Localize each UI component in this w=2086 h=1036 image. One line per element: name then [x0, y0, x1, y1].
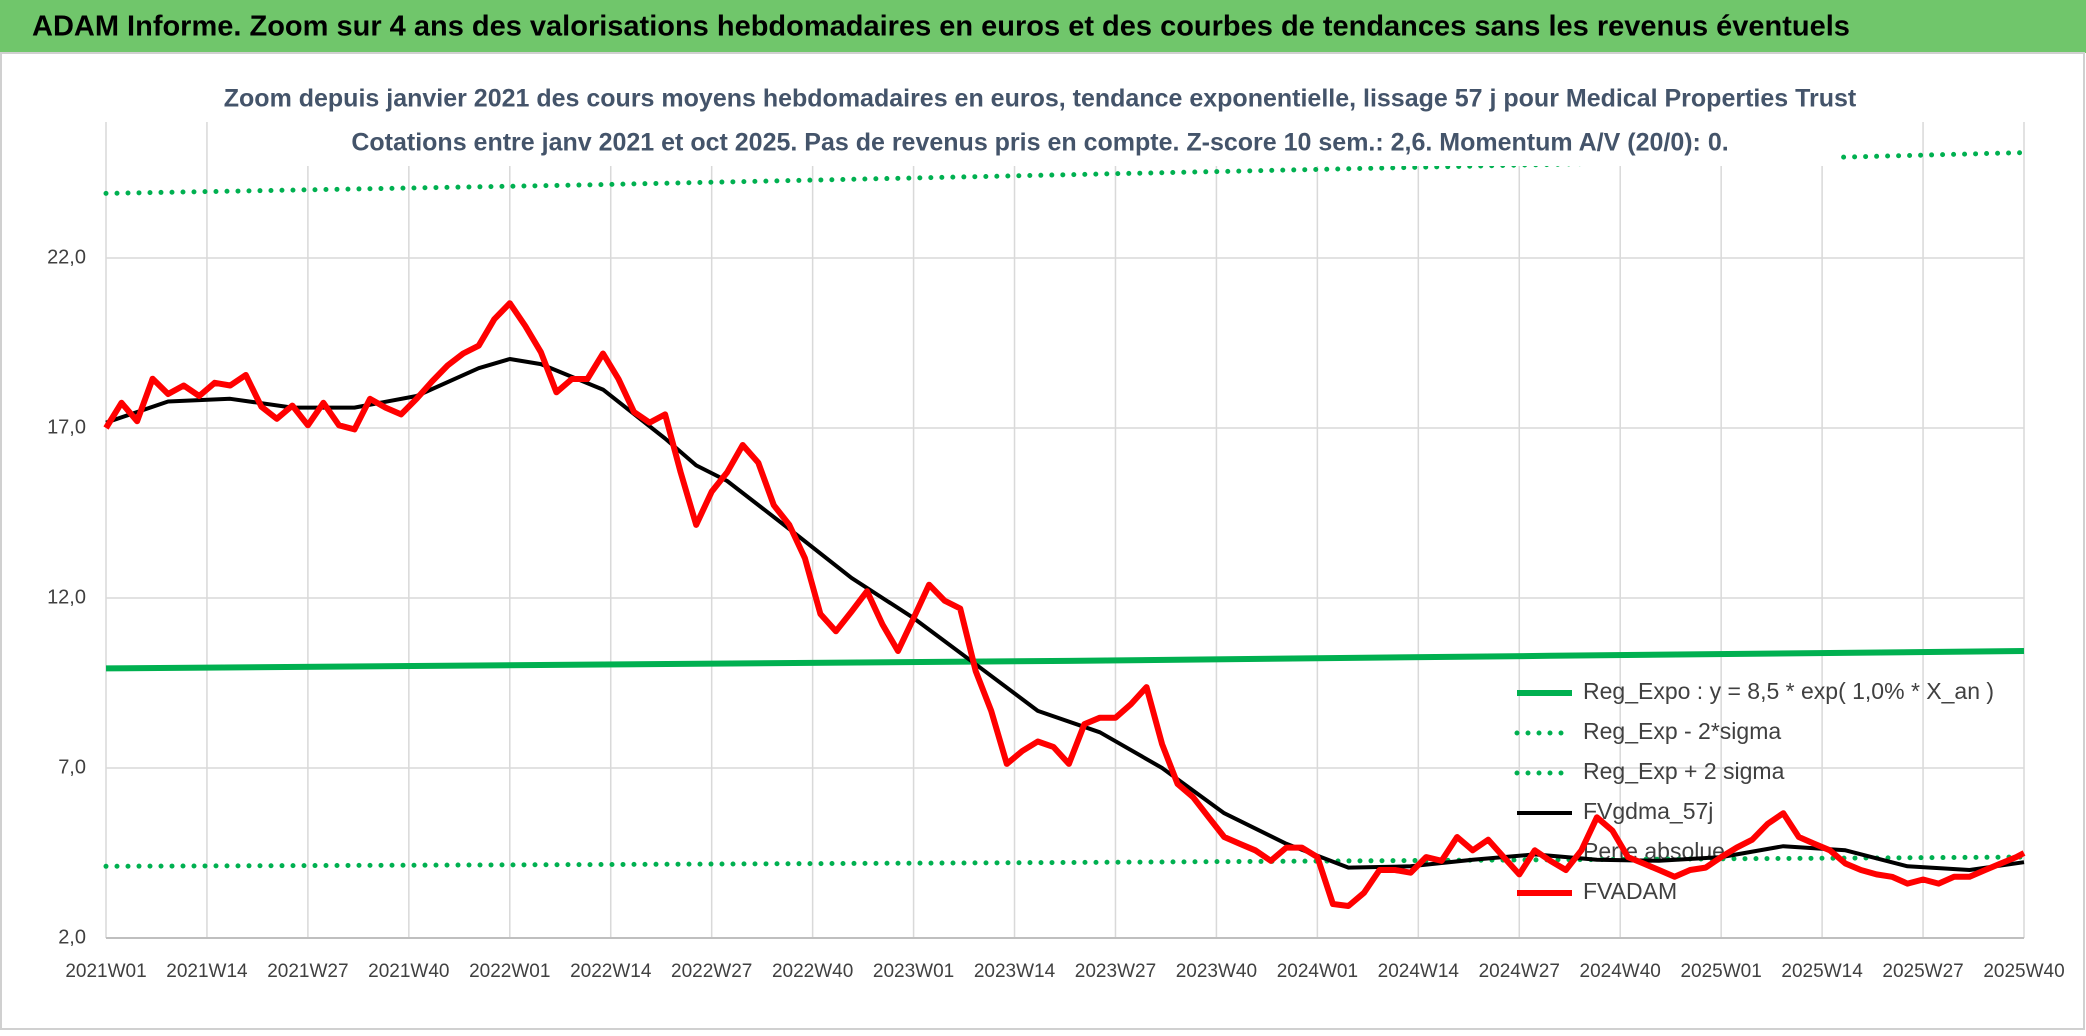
x-tick-label: 2025W40	[1983, 961, 2064, 982]
x-tick-label: 2021W40	[368, 961, 449, 982]
header-bar	[0, 0, 2086, 53]
plot-area	[106, 122, 2024, 938]
header-title: ADAM Informe. Zoom sur 4 ans des valoris…	[32, 11, 1850, 43]
series-line	[105, 648, 2025, 672]
y-tick-label: 2,0	[58, 926, 86, 948]
legend-label: Reg_Exp - 2*sigma	[1583, 718, 1781, 744]
y-tick-label: 7,0	[58, 756, 86, 778]
x-tick-label: 2023W40	[1176, 961, 1257, 982]
y-tick-label: 17,0	[47, 416, 86, 438]
title-box	[250, 78, 1840, 166]
x-tick-label: 2021W14	[166, 961, 248, 982]
x-tick-label: 2024W14	[1378, 961, 1460, 982]
y-tick-label: 22,0	[47, 246, 86, 268]
x-tick-label: 2025W14	[1781, 961, 1863, 982]
chart-frame	[0, 52, 2085, 1030]
x-tick-label: 2022W14	[570, 961, 652, 982]
legend-label: Reg_Exp + 2 sigma	[1583, 758, 1785, 784]
x-tick-label: 2021W27	[267, 961, 348, 982]
series-line	[103, 300, 2026, 909]
series-line	[103, 150, 2027, 196]
x-tick-label: 2022W27	[671, 961, 752, 982]
x-tick-label: 2025W27	[1882, 961, 1963, 982]
x-tick-label: 2025W01	[1680, 961, 1761, 982]
chart-title: Zoom depuis janvier 2021 des cours moyen…	[224, 85, 1857, 113]
chart-subtitle: Cotations entre janv 2021 et oct 2025. P…	[351, 129, 1728, 157]
x-tick-label: 2024W01	[1277, 961, 1358, 982]
x-tick-label: 2021W01	[65, 961, 146, 982]
series-line	[105, 357, 2025, 872]
y-tick-label: 12,0	[47, 586, 86, 608]
x-tick-label: 2024W27	[1479, 961, 1560, 982]
legend-label: FVADAM	[1583, 878, 1677, 904]
x-tick-label: 2022W01	[469, 961, 550, 982]
x-tick-label: 2022W40	[772, 961, 853, 982]
x-tick-label: 2023W14	[974, 961, 1056, 982]
x-tick-label: 2024W40	[1580, 961, 1661, 982]
x-tick-label: 2023W27	[1075, 961, 1156, 982]
x-tick-label: 2023W01	[873, 961, 954, 982]
series-line	[103, 854, 2027, 869]
legend-label: FVgdma_57j	[1583, 798, 1713, 824]
legend-label: Reg_Expo : y = 8,5 * exp( 1,0% * X_an )	[1583, 678, 1994, 704]
